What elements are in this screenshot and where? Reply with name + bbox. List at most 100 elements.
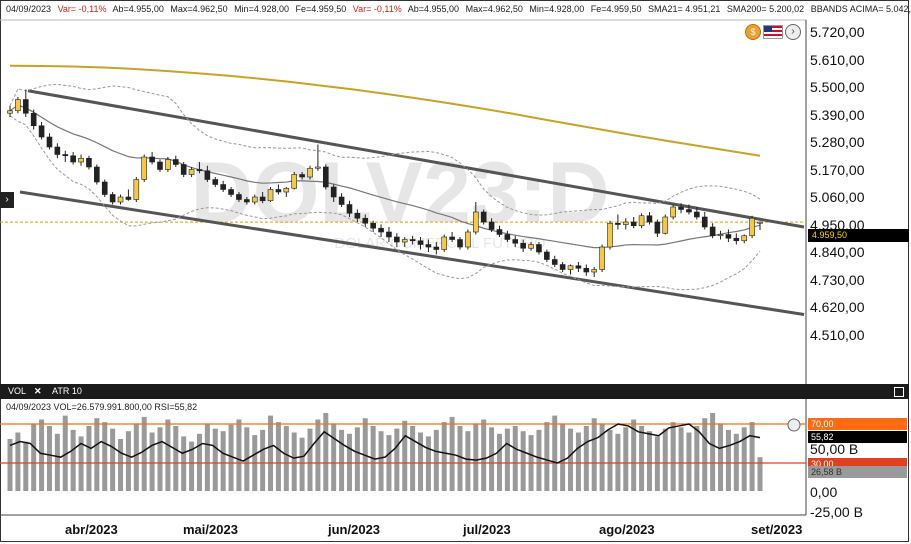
- info-ab: Ab=4.955,00: [112, 4, 164, 14]
- volume-bar: [552, 415, 558, 491]
- date-label-jul: jul/2023: [463, 522, 511, 537]
- volume-bar: [125, 431, 131, 491]
- volume-bar: [339, 429, 345, 491]
- candle-body: [496, 229, 503, 235]
- volume-bar: [678, 427, 684, 491]
- side-expand-chevron-icon[interactable]: ›: [0, 192, 14, 208]
- us-flag-icon[interactable]: [763, 25, 783, 39]
- price-axis-tick: 4.510,00: [810, 326, 865, 343]
- volume-bar: [236, 419, 242, 491]
- rsi-current-label: 55,82: [808, 431, 907, 443]
- volume-bar: [410, 426, 416, 491]
- volume-bar: [307, 428, 313, 491]
- rsi-line: [9, 423, 761, 464]
- info-sma200: SMA200= 5.200,02: [726, 4, 805, 14]
- candle-body: [109, 194, 116, 203]
- candle-body: [607, 222, 613, 248]
- info-min-2: Min=4.928,00: [529, 4, 585, 14]
- candle-body: [172, 159, 179, 165]
- sma200-line: [9, 64, 761, 157]
- volume-bar: [102, 422, 108, 491]
- volume-bar: [512, 426, 518, 491]
- candle-body: [165, 159, 171, 170]
- rsi-70-label: 70,00: [808, 418, 907, 430]
- candle-body: [149, 156, 155, 163]
- volume-bar: [315, 419, 321, 491]
- volume-bar: [694, 426, 700, 491]
- candle-body: [30, 112, 37, 127]
- volume-bar: [181, 436, 187, 491]
- tab-atr[interactable]: ATR 10: [52, 386, 82, 396]
- candle-body: [622, 221, 629, 225]
- price-axis-tick: 4.950,00: [810, 216, 865, 233]
- volume-bar: [110, 428, 116, 491]
- candle-body: [733, 237, 740, 242]
- candle-body: [38, 125, 45, 138]
- candle-body: [512, 239, 519, 244]
- candle-body: [322, 166, 329, 188]
- volume-bar: [520, 431, 526, 491]
- candle-body: [54, 146, 61, 155]
- volume-bar: [70, 429, 76, 491]
- watermark-subtitle: DOLAR COMERCIAL FUTURO: [334, 235, 545, 252]
- indicator-panel-header: VOL ✕ ATR 10: [0, 384, 909, 399]
- volume-bar: [418, 432, 424, 491]
- volume-bar: [433, 429, 439, 491]
- candle-body: [362, 217, 369, 224]
- maximize-icon[interactable]: [894, 387, 904, 397]
- candle-body: [307, 167, 313, 178]
- volume-bar: [299, 437, 305, 491]
- info-fe-2: Fe=4.959,50: [590, 4, 642, 14]
- tab-vol[interactable]: VOL: [8, 386, 27, 396]
- price-axis-tick: 5.610,00: [810, 51, 865, 68]
- candle-body: [449, 236, 455, 240]
- candle-body: [686, 209, 692, 213]
- volume-bar: [654, 436, 660, 491]
- volume-bar: [62, 415, 68, 491]
- volume-bar: [560, 423, 566, 491]
- candle-body: [433, 246, 440, 250]
- candle-body: [457, 239, 463, 248]
- candle-body: [315, 166, 321, 169]
- candle-body: [575, 265, 582, 269]
- info-bbands: BBANDS ACIMA= 5.042,13: [810, 4, 911, 14]
- candle-body: [709, 226, 716, 237]
- volume-bar: [165, 419, 171, 491]
- price-axis-tick: 5.170,00: [810, 161, 865, 178]
- candle-body: [654, 221, 661, 234]
- candle-body: [717, 234, 724, 237]
- info-fe: Fe=4.959,50: [295, 4, 347, 14]
- volume-bar: [118, 439, 124, 491]
- channel-lower-line: [19, 190, 805, 316]
- close-icon[interactable]: ✕: [34, 386, 42, 396]
- volume-bar: [457, 426, 463, 491]
- dollar-coin-icon[interactable]: $: [745, 24, 761, 40]
- volume-bar: [718, 423, 724, 491]
- candle-body: [749, 217, 755, 237]
- volume-bar: [157, 427, 163, 491]
- candle-body: [678, 206, 684, 210]
- volume-bar: [425, 436, 431, 491]
- volume-bar: [362, 418, 368, 491]
- volume-bar: [639, 426, 645, 491]
- price-axis-tick: 4.840,00: [810, 244, 865, 260]
- candle-body: [536, 244, 542, 253]
- chevron-right-icon[interactable]: ›: [785, 24, 801, 40]
- candle-body: [646, 215, 653, 223]
- candle-body: [670, 206, 676, 218]
- candle-body: [188, 169, 195, 175]
- volume-bar: [607, 429, 613, 491]
- rsi-chevron-icon: [787, 418, 801, 432]
- candle-body: [528, 244, 534, 249]
- volume-bar: [725, 429, 731, 491]
- candle-body: [599, 246, 605, 270]
- candle-body: [204, 170, 211, 180]
- price-axis-tick: 5.390,00: [810, 106, 865, 123]
- candle-body: [62, 154, 69, 157]
- candle-body: [101, 181, 108, 195]
- info-ab-2: Ab=4.955,00: [407, 4, 460, 14]
- volume-bar: [15, 432, 21, 491]
- candle-body: [630, 221, 637, 227]
- info-var-2: Var= -0,11%: [352, 4, 402, 14]
